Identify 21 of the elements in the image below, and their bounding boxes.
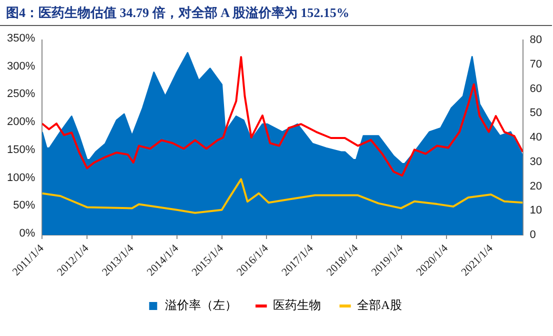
legend-label: 全部A股 [357,298,402,312]
y2-tick-label: 70 [530,58,542,70]
y2-tick-label: 40 [530,132,542,144]
y2-tick-label: 60 [530,82,542,95]
y-tick-label: 200% [6,116,36,128]
legend-label: 溢价率（左） [165,298,238,312]
chart-title: 图4：医药生物估值 34.79 倍，对全部 A 股溢价率为 152.15% [0,0,552,26]
y-tick-label: 300% [6,60,36,72]
y2-tick-label: 30 [530,156,542,168]
legend-label: 医药生物 [273,298,322,312]
y-tick-label: 150% [6,144,36,156]
y-tick-label: 50% [13,200,36,212]
y2-tick-label: 10 [530,204,542,217]
y-tick-label: 0% [19,228,36,240]
y2-tick-label: 80 [530,34,542,46]
y-tick-label: 100% [6,172,36,184]
y-tick-label: 350% [6,32,36,45]
y2-tick-label: 20 [530,180,542,192]
y2-tick-label: 0 [530,229,536,242]
y2-tick-label: 50 [530,107,542,120]
y-tick-label: 250% [6,88,36,100]
